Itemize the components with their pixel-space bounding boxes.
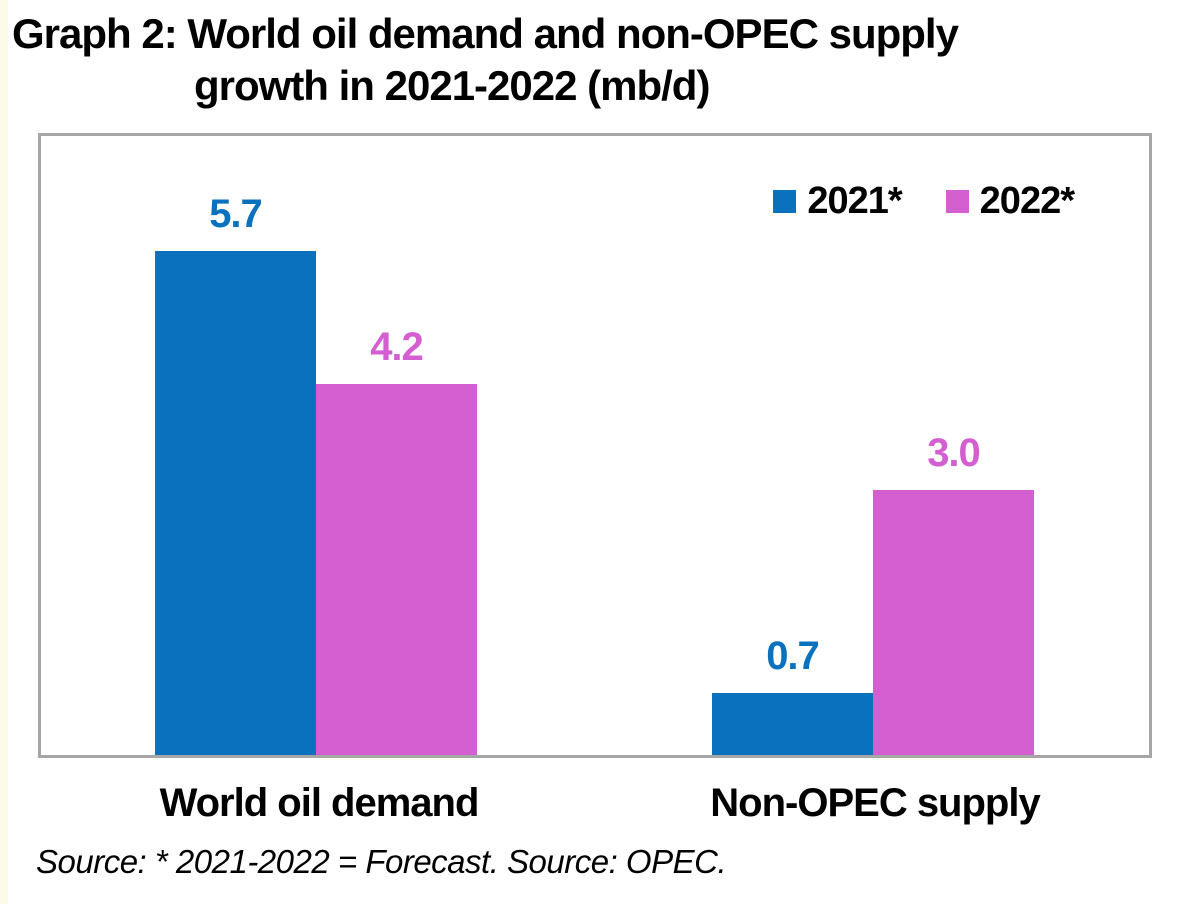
bar-2021-world-oil-demand (155, 251, 316, 755)
plot-frame: 2021* 2022* 5.7 4.2 0.7 3.0 (38, 133, 1152, 758)
bar-2022-non-opec-supply (873, 490, 1034, 755)
category-label-world-oil-demand: World oil demand (159, 781, 480, 825)
bar-2022-world-oil-demand (316, 384, 477, 755)
bar-value-label: 0.7 (766, 634, 820, 678)
category-label-non-opec-supply: Non-OPEC supply (710, 781, 1040, 825)
bar-value-label: 4.2 (370, 325, 424, 369)
bar-2021-non-opec-supply (712, 693, 873, 755)
chart-title-line2: growth in 2021-2022 (mb/d) (194, 62, 710, 109)
chart-title-line1: Graph 2: World oil demand and non-OPEC s… (12, 10, 959, 57)
plot-area: 2021* 2022* 5.7 4.2 0.7 3.0 (41, 136, 1149, 755)
chart-legend: 2021* 2022* (773, 180, 1075, 223)
page-edge-strip (0, 0, 8, 904)
bar-value-label: 5.7 (209, 192, 263, 236)
chart-title: Graph 2: World oil demand and non-OPEC s… (12, 8, 959, 112)
legend-item-2022: 2022* (945, 180, 1075, 223)
source-note: Source: * 2021-2022 = Forecast. Source: … (36, 843, 727, 880)
legend-label-2021: 2021* (807, 180, 902, 222)
legend-swatch-2021-icon (773, 190, 797, 213)
legend-item-2021: 2021* (773, 180, 903, 223)
bar-value-label: 3.0 (927, 431, 981, 475)
legend-label-2022: 2022* (979, 180, 1075, 222)
legend-swatch-2022-icon (945, 190, 969, 213)
